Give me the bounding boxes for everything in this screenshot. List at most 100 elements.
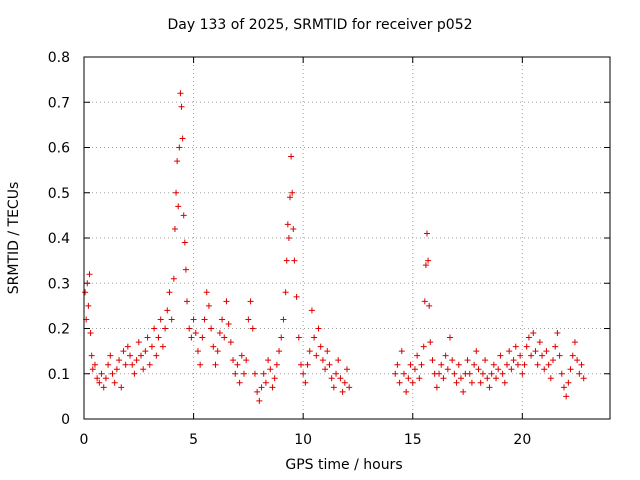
data-point	[135, 339, 142, 346]
data-point	[508, 366, 515, 373]
data-point	[107, 352, 114, 359]
data-point	[289, 189, 296, 196]
data-point	[82, 289, 89, 296]
data-point	[449, 357, 456, 364]
data-point	[269, 384, 276, 391]
data-point	[569, 352, 576, 359]
data-point	[479, 370, 486, 377]
data-point	[543, 348, 550, 355]
data-point	[182, 266, 189, 273]
data-point	[180, 212, 187, 219]
data-point	[203, 289, 210, 296]
data-point	[105, 361, 112, 368]
data-point	[131, 370, 138, 377]
data-point	[91, 361, 98, 368]
data-point	[552, 343, 559, 350]
data-point	[177, 90, 184, 97]
data-point	[464, 357, 471, 364]
data-point	[471, 361, 478, 368]
data-point	[442, 352, 449, 359]
data-point	[311, 334, 318, 341]
data-point	[567, 366, 574, 373]
y-tick-label: 0	[61, 412, 70, 428]
data-point	[94, 375, 101, 382]
data-point	[326, 361, 333, 368]
data-point	[501, 379, 508, 386]
data-point	[216, 330, 223, 337]
data-point	[234, 361, 241, 368]
data-point	[178, 103, 185, 110]
data-point	[88, 352, 95, 359]
data-point	[86, 271, 93, 278]
data-point	[285, 235, 292, 241]
data-point	[427, 339, 434, 346]
data-point	[290, 225, 297, 232]
data-point	[530, 330, 537, 337]
data-point	[322, 366, 329, 373]
data-point	[477, 379, 484, 386]
data-point	[560, 384, 567, 391]
data-point	[205, 302, 212, 309]
data-point	[457, 375, 464, 382]
data-point	[421, 298, 428, 305]
y-tick-label: 0.3	[48, 276, 70, 292]
data-point	[344, 366, 350, 373]
data-point	[85, 302, 92, 309]
data-point	[308, 307, 315, 314]
data-point	[243, 357, 250, 364]
y-tick-label: 0.4	[48, 231, 70, 247]
data-point	[528, 352, 535, 359]
y-tick-label: 0.8	[48, 50, 70, 66]
chart-title: Day 133 of 2025, SRMTID for receiver p05…	[167, 17, 473, 33]
y-tick-label: 0.5	[48, 186, 70, 202]
data-point	[176, 144, 183, 151]
data-point	[168, 316, 175, 323]
data-point	[155, 334, 162, 341]
data-point	[473, 348, 480, 355]
data-point	[521, 361, 528, 368]
data-point	[563, 393, 570, 400]
data-point	[258, 384, 265, 391]
data-point	[208, 325, 215, 332]
data-point	[545, 361, 552, 368]
data-point	[186, 325, 193, 332]
data-point	[423, 230, 430, 237]
data-point	[173, 189, 180, 196]
plot-frame	[83, 56, 611, 420]
data-point	[493, 375, 500, 382]
data-point	[144, 334, 151, 341]
data-point	[306, 348, 313, 355]
data-point	[236, 379, 243, 386]
data-point	[422, 262, 429, 269]
data-point	[436, 370, 443, 377]
data-point	[460, 388, 467, 395]
data-point	[295, 334, 302, 341]
grid-lines	[84, 57, 610, 419]
data-point	[267, 366, 274, 373]
data-point	[137, 352, 144, 359]
data-point	[490, 361, 497, 368]
data-point	[333, 370, 340, 377]
data-point	[109, 370, 116, 377]
data-point	[346, 384, 353, 391]
data-point	[192, 330, 199, 337]
data-point	[313, 352, 320, 359]
data-point	[127, 352, 134, 359]
data-point	[159, 343, 166, 350]
data-point	[194, 348, 201, 355]
data-point	[166, 289, 173, 296]
data-point	[201, 316, 208, 323]
data-point	[455, 361, 462, 368]
data-point	[240, 370, 247, 377]
data-point	[482, 357, 489, 364]
data-point	[403, 388, 410, 395]
data-point	[199, 334, 206, 341]
data-point	[175, 203, 182, 210]
data-point	[133, 357, 140, 364]
data-point	[558, 370, 565, 377]
data-point	[271, 375, 278, 382]
data-points	[82, 90, 587, 404]
data-point	[556, 352, 563, 359]
y-tick-label: 0.2	[48, 322, 70, 338]
